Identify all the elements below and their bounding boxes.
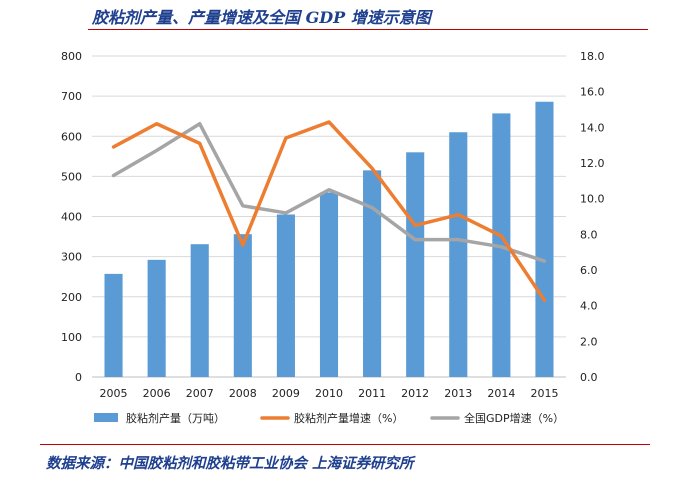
x-axis: 2005 2006 2007 2008 2009 2010 2011 2012 2013 2014… — [100, 387, 559, 400]
legend-label: 全国GDP增速（%） — [464, 411, 564, 425]
x-tick-label: 2009 — [272, 387, 300, 400]
series-line — [111, 122, 547, 263]
y-tick-label-left: 600 — [61, 130, 82, 143]
x-tick-label: 2007 — [186, 387, 214, 400]
x-tick-label: 2014 — [487, 387, 515, 400]
x-tick-label: 2010 — [315, 387, 343, 400]
bar — [449, 132, 468, 377]
bar — [406, 152, 425, 377]
bar — [363, 170, 382, 377]
y-tick-label-right: 8.0 — [580, 228, 598, 241]
series-line — [111, 120, 547, 303]
bar-series — [104, 101, 554, 378]
y-axis-left: 0 100 200 300 400 500 600 700 800 — [61, 50, 82, 384]
y-tick-label-left: 500 — [61, 170, 82, 183]
line-series — [111, 120, 547, 303]
y-tick-label-left: 800 — [61, 50, 82, 63]
y-axis-right: 0.0 2.0 4.0 6.0 8.0 10.0 12.0 14.0 16.0 18.0 — [580, 50, 605, 384]
x-tick-label: 2006 — [143, 387, 171, 400]
legend-swatch — [94, 413, 118, 422]
y-tick-label-right: 4.0 — [580, 300, 598, 313]
bar — [147, 259, 166, 377]
y-tick-label-left: 300 — [61, 251, 82, 264]
y-tick-label-right: 14.0 — [580, 121, 605, 134]
x-tick-label: 2013 — [444, 387, 472, 400]
source-divider — [40, 444, 650, 445]
bar — [190, 244, 209, 377]
y-tick-label-left: 200 — [61, 291, 82, 304]
y-tick-label-right: 12.0 — [580, 157, 605, 170]
x-tick-label: 2011 — [358, 387, 386, 400]
y-tick-label-right: 6.0 — [580, 264, 598, 277]
x-tick-label: 2008 — [229, 387, 257, 400]
source-note: 数据来源：中国胶粘剂和胶粘带工业协会 上海证券研究所 — [46, 455, 414, 472]
x-tick-label: 2012 — [401, 387, 429, 400]
y-tick-label-right: 2.0 — [580, 335, 598, 348]
y-tick-label-right: 10.0 — [580, 193, 605, 206]
chart-title: 胶粘剂产量、产量增速及全国 GDP 增速示意图 — [92, 8, 431, 27]
title-divider — [88, 29, 648, 30]
legend-label: 胶粘剂产量增速（%） — [294, 411, 403, 425]
bar — [104, 273, 123, 377]
bar — [535, 101, 554, 378]
y-tick-label-right: 18.0 — [580, 50, 605, 63]
legend-label: 胶粘剂产量（万吨） — [126, 411, 225, 425]
bar — [276, 214, 295, 377]
x-tick-label: 2005 — [100, 387, 128, 400]
y-tick-label-left: 100 — [61, 331, 82, 344]
bar — [319, 192, 339, 377]
y-tick-label-left: 400 — [61, 211, 82, 224]
bar — [233, 234, 252, 377]
y-tick-label-right: 0.0 — [580, 371, 598, 384]
y-tick-label-left: 0 — [75, 371, 82, 384]
y-tick-label-left: 700 — [61, 90, 82, 103]
x-tick-label: 2015 — [530, 387, 558, 400]
y-tick-label-right: 16.0 — [580, 86, 605, 99]
legend: 胶粘剂产量（万吨） 胶粘剂产量增速（%） 全国GDP增速（%） — [94, 411, 564, 425]
